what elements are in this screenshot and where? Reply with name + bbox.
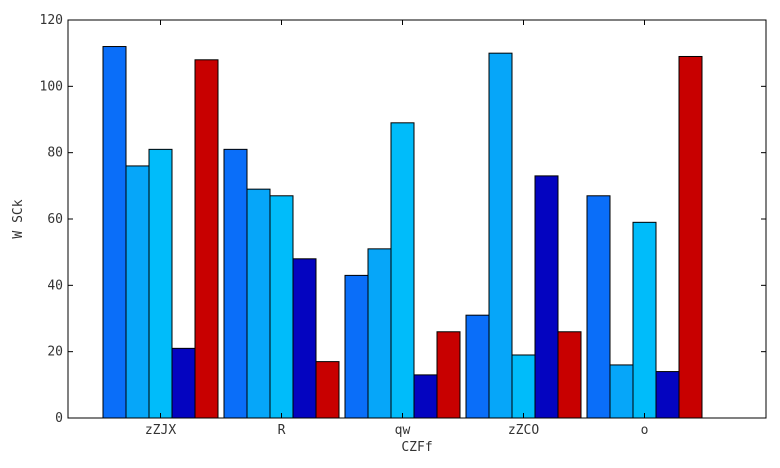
bar-zZCO-s2 (488, 52, 513, 419)
bar-zZJX-s5 (194, 59, 219, 419)
bar-o-s1 (586, 195, 611, 419)
bar-R-s5 (315, 361, 340, 419)
x-tick-label: zZJX (145, 423, 176, 438)
bar-qw-s4 (413, 374, 438, 419)
bar-R-s1 (223, 148, 248, 419)
y-tick-label: 80 (47, 146, 63, 161)
bar-R-s2 (246, 188, 271, 419)
bar-o-s5 (678, 55, 703, 419)
bars-group (102, 46, 703, 419)
y-tick-label: 40 (47, 278, 63, 293)
y-tick-label: 20 (47, 345, 63, 360)
bar-qw-s5 (436, 331, 461, 419)
bar-zZJX-s3 (148, 148, 173, 419)
bar-zZCO-s5 (557, 331, 582, 419)
bar-R-s3 (269, 195, 294, 419)
y-tick-label: 60 (47, 212, 63, 227)
bar-zZJX-s1 (102, 46, 127, 419)
bar-qw-s3 (390, 122, 415, 419)
bar-o-s2 (609, 364, 634, 419)
x-tick-label: R (278, 423, 286, 438)
y-axis: 0 20 40 60 80 100 120 (40, 13, 766, 426)
bar-zZJX-s4 (171, 347, 196, 419)
bar-o-s3 (632, 221, 657, 419)
bar-zZCO-s1 (465, 314, 490, 419)
x-tick-label: qw (395, 423, 411, 438)
bar-qw-s2 (367, 248, 392, 419)
y-tick-label: 120 (40, 13, 63, 28)
bar-zZCO-s3 (511, 354, 536, 419)
bar-zZJX-s2 (125, 165, 150, 419)
bar-R-s4 (292, 258, 317, 419)
x-tick-label: zZCO (508, 423, 539, 438)
y-tick-label: 0 (55, 411, 63, 426)
x-tick-label: o (641, 423, 649, 438)
x-axis-label: CZFf (401, 440, 432, 455)
bar-o-s4 (655, 371, 680, 419)
y-tick-label: 100 (40, 79, 63, 94)
bar-qw-s1 (344, 274, 369, 419)
bar-zZCO-s4 (534, 175, 559, 419)
y-axis-label: W SCk (11, 199, 26, 238)
